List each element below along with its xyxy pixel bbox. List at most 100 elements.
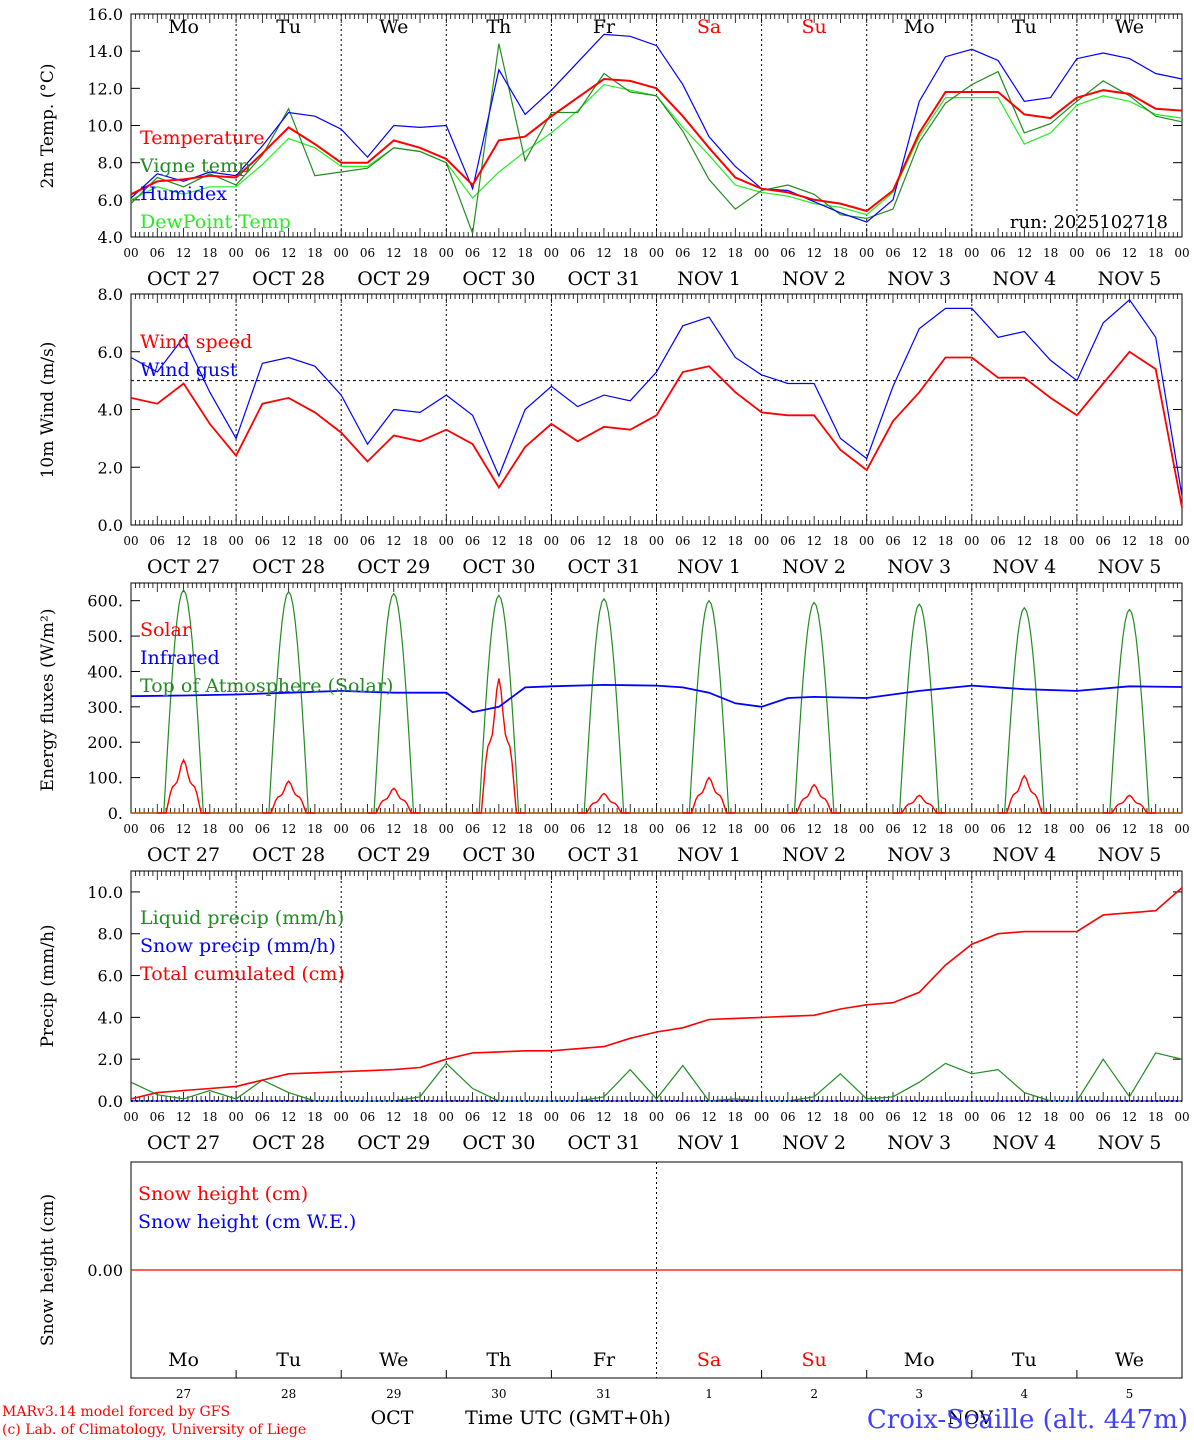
day-name: We xyxy=(379,16,408,38)
hour-tick-label: 00 xyxy=(859,822,874,836)
y-tick-label: 4.0 xyxy=(98,401,123,420)
day-number: 1 xyxy=(705,1387,713,1401)
hour-tick-label: 18 xyxy=(307,1110,322,1124)
date-label: OCT 28 xyxy=(252,556,325,578)
hour-tick-label: 00 xyxy=(1069,1110,1084,1124)
date-label: OCT 29 xyxy=(357,268,430,290)
day-name: Sa xyxy=(697,16,721,38)
hour-tick-label: 12 xyxy=(1122,1110,1137,1124)
hour-tick-label: 18 xyxy=(833,822,848,836)
date-label: NOV 2 xyxy=(782,844,846,866)
hour-tick-label: 18 xyxy=(1148,534,1163,548)
hour-tick-label: 00 xyxy=(964,1110,979,1124)
series-line-solar xyxy=(1103,794,1156,814)
hour-tick-label: 00 xyxy=(1174,822,1189,836)
series-line-toa-solar xyxy=(1072,608,1182,814)
hour-tick-label: 12 xyxy=(1122,534,1137,548)
date-label: NOV 1 xyxy=(677,556,741,578)
y-tick-label: 200. xyxy=(87,733,123,752)
hour-tick-label: 12 xyxy=(386,534,401,548)
hour-tick-label: 06 xyxy=(990,1110,1005,1124)
day-number: 2 xyxy=(810,1387,818,1401)
date-label: NOV 1 xyxy=(677,844,741,866)
series-line-toa-solar xyxy=(231,590,346,814)
hour-tick-label: 06 xyxy=(780,534,795,548)
hour-tick-label: 00 xyxy=(123,822,138,836)
hour-tick-label: 00 xyxy=(228,534,243,548)
series-line-toa-solar xyxy=(441,594,556,814)
hour-tick-label: 06 xyxy=(675,246,690,260)
legend-vigne-temp: Vigne temp xyxy=(139,155,250,177)
legend-infrared: Infrared xyxy=(140,647,220,669)
date-label: NOV 5 xyxy=(1098,268,1162,290)
hour-tick-label: 12 xyxy=(596,246,611,260)
day-name: Tu xyxy=(276,1349,301,1371)
legend-solar: Solar xyxy=(140,619,192,641)
hour-tick-label: 18 xyxy=(1043,822,1058,836)
hour-tick-label: 18 xyxy=(202,1110,217,1124)
y-tick-label: 6.0 xyxy=(98,967,123,986)
hour-tick-label: 06 xyxy=(570,534,585,548)
hour-tick-label: 00 xyxy=(439,822,454,836)
date-label: OCT 27 xyxy=(147,1132,220,1154)
hour-tick-label: 18 xyxy=(517,1110,532,1124)
y-tick-label: 6.0 xyxy=(98,191,123,210)
hour-tick-label: 18 xyxy=(1043,246,1058,260)
date-label: NOV 4 xyxy=(992,268,1056,290)
hour-tick-label: 00 xyxy=(859,534,874,548)
date-label: OCT 28 xyxy=(252,1132,325,1154)
hour-tick-label: 06 xyxy=(465,246,480,260)
series-line-solar xyxy=(893,794,946,814)
y-tick-label: 2.0 xyxy=(98,1050,123,1069)
y-tick-label: 0. xyxy=(108,804,123,823)
y-tick-label: 2.0 xyxy=(98,458,123,477)
y-tick-label: 6.0 xyxy=(98,343,123,362)
legend-snow-precip: Snow precip (mm/h) xyxy=(140,935,336,957)
date-label: NOV 3 xyxy=(887,556,951,578)
hour-tick-label: 12 xyxy=(807,822,822,836)
hour-tick-label: 06 xyxy=(360,1110,375,1124)
hour-tick-label: 12 xyxy=(176,822,191,836)
hour-tick-label: 12 xyxy=(807,534,822,548)
day-number: 4 xyxy=(1021,1387,1029,1401)
day-number: 27 xyxy=(176,1387,191,1401)
series-line-total-cumulated xyxy=(130,887,1183,1100)
hour-tick-label: 12 xyxy=(281,534,296,548)
hour-tick-label: 00 xyxy=(754,822,769,836)
hour-tick-label: 12 xyxy=(1122,246,1137,260)
hour-tick-label: 06 xyxy=(1096,822,1111,836)
day-name: Tu xyxy=(1012,1349,1037,1371)
hour-tick-label: 18 xyxy=(728,822,743,836)
hour-tick-label: 18 xyxy=(1043,534,1058,548)
hour-tick-label: 00 xyxy=(964,246,979,260)
hour-tick-label: 12 xyxy=(596,822,611,836)
hour-tick-label: 00 xyxy=(228,1110,243,1124)
series-line-temperature xyxy=(130,77,1183,213)
hour-tick-label: 00 xyxy=(334,534,349,548)
date-label: NOV 2 xyxy=(782,1132,846,1154)
hour-tick-label: 12 xyxy=(491,822,506,836)
series-line-solar xyxy=(682,776,736,814)
date-label: OCT 30 xyxy=(462,268,535,290)
hour-tick-label: 06 xyxy=(1096,1110,1111,1124)
y-tick-label: 8.0 xyxy=(98,925,123,944)
day-name: We xyxy=(1115,16,1144,38)
legend-humidex: Humidex xyxy=(140,183,227,205)
date-label: NOV 3 xyxy=(887,844,951,866)
hour-tick-label: 06 xyxy=(150,534,165,548)
hour-tick-label: 00 xyxy=(1069,822,1084,836)
hour-tick-label: 12 xyxy=(491,534,506,548)
series-line-liquid-precip xyxy=(130,1052,1183,1102)
series-line-solar xyxy=(262,780,315,814)
day-name: Th xyxy=(486,1349,511,1371)
y-axis-label: 2m Temp. (°C) xyxy=(38,63,58,188)
y-tick-label: 100. xyxy=(87,769,123,788)
hour-tick-label: 06 xyxy=(675,1110,690,1124)
y-tick-label: 12.0 xyxy=(87,79,123,98)
hour-tick-label: 12 xyxy=(491,1110,506,1124)
day-number: 29 xyxy=(386,1387,401,1401)
day-number: 3 xyxy=(915,1387,923,1401)
y-axis-label: Precip (mm/h) xyxy=(38,924,58,1047)
hour-tick-label: 18 xyxy=(728,1110,743,1124)
